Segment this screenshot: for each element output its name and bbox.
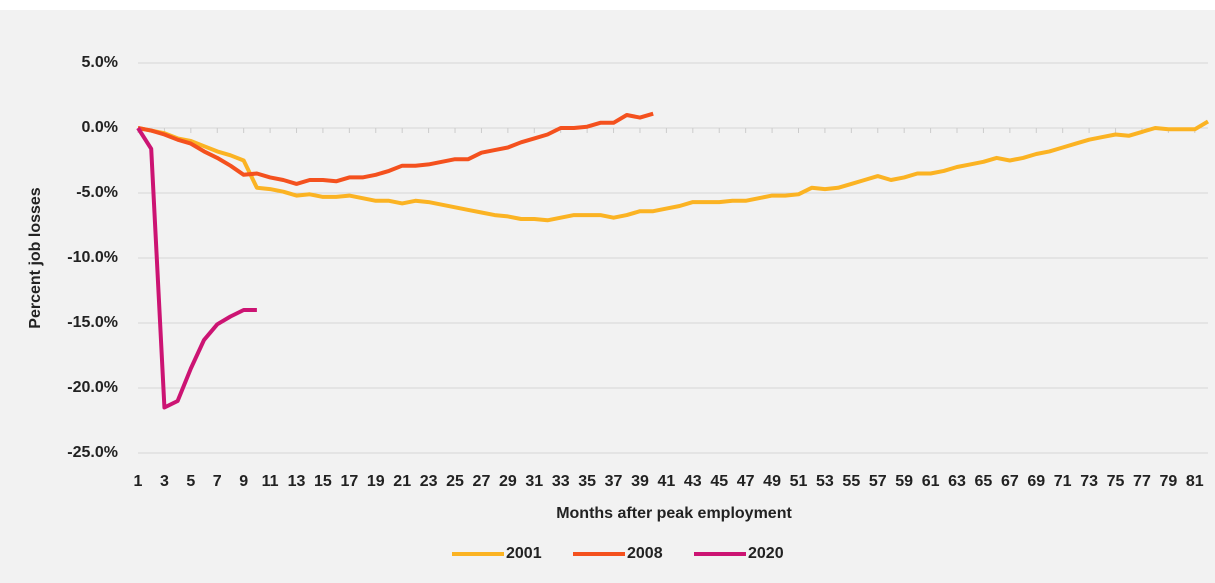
x-tick-label: 51 xyxy=(790,473,808,490)
x-tick-label: 7 xyxy=(213,473,222,490)
legend-label: 2008 xyxy=(627,545,663,562)
legend-label: 2001 xyxy=(506,545,542,562)
x-tick-label: 49 xyxy=(763,473,781,490)
x-tick-label: 1 xyxy=(134,473,143,490)
chart-background xyxy=(0,10,1215,583)
x-tick-label: 67 xyxy=(1001,473,1019,490)
x-tick-label: 63 xyxy=(948,473,966,490)
x-tick-label: 21 xyxy=(393,473,411,490)
x-tick-label: 77 xyxy=(1133,473,1151,490)
x-tick-label: 15 xyxy=(314,473,332,490)
x-tick-label: 3 xyxy=(160,473,169,490)
x-tick-label: 5 xyxy=(186,473,195,490)
x-tick-label: 57 xyxy=(869,473,887,490)
x-tick-label: 81 xyxy=(1186,473,1204,490)
series-line xyxy=(136,126,257,410)
x-tick-label: 33 xyxy=(552,473,570,490)
x-tick-label: 17 xyxy=(340,473,358,490)
series-line xyxy=(137,111,654,186)
x-tick-label: 11 xyxy=(262,473,279,490)
y-tick-label: 0.0% xyxy=(82,119,118,136)
y-tick-label: 5.0% xyxy=(82,54,118,71)
legend-label: 2020 xyxy=(748,545,784,562)
x-tick-label: 39 xyxy=(631,473,649,490)
series-line xyxy=(137,119,1210,223)
x-tick-label: 37 xyxy=(605,473,623,490)
x-tick-label: 25 xyxy=(446,473,464,490)
x-tick-label: 41 xyxy=(657,473,675,490)
x-tick-label: 47 xyxy=(737,473,755,490)
x-tick-label: 65 xyxy=(975,473,993,490)
y-axis-label: Percent job losses xyxy=(27,187,44,328)
x-tick-label: 75 xyxy=(1107,473,1125,490)
y-tick-label: -20.0% xyxy=(67,379,118,396)
x-tick-label: 69 xyxy=(1027,473,1045,490)
x-tick-label: 43 xyxy=(684,473,702,490)
x-tick-label: 27 xyxy=(473,473,491,490)
x-tick-label: 29 xyxy=(499,473,517,490)
x-tick-label: 9 xyxy=(239,473,248,490)
x-tick-label: 53 xyxy=(816,473,834,490)
x-tick-label: 79 xyxy=(1159,473,1177,490)
y-tick-label: -15.0% xyxy=(67,314,118,331)
y-tick-label: -10.0% xyxy=(67,249,118,266)
x-tick-label: 59 xyxy=(895,473,913,490)
x-tick-label: 13 xyxy=(288,473,306,490)
x-tick-label: 45 xyxy=(710,473,728,490)
y-tick-label: -5.0% xyxy=(76,184,118,201)
x-axis-label: Months after peak employment xyxy=(556,505,792,522)
x-tick-label: 73 xyxy=(1080,473,1098,490)
x-tick-label: 19 xyxy=(367,473,385,490)
x-tick-label: 23 xyxy=(420,473,438,490)
x-tick-label: 35 xyxy=(578,473,596,490)
x-tick-label: 55 xyxy=(842,473,860,490)
x-tick-label: 31 xyxy=(525,473,543,490)
x-tick-label: 61 xyxy=(922,473,940,490)
x-tick-label: 71 xyxy=(1054,473,1072,490)
y-tick-label: -25.0% xyxy=(67,444,118,461)
